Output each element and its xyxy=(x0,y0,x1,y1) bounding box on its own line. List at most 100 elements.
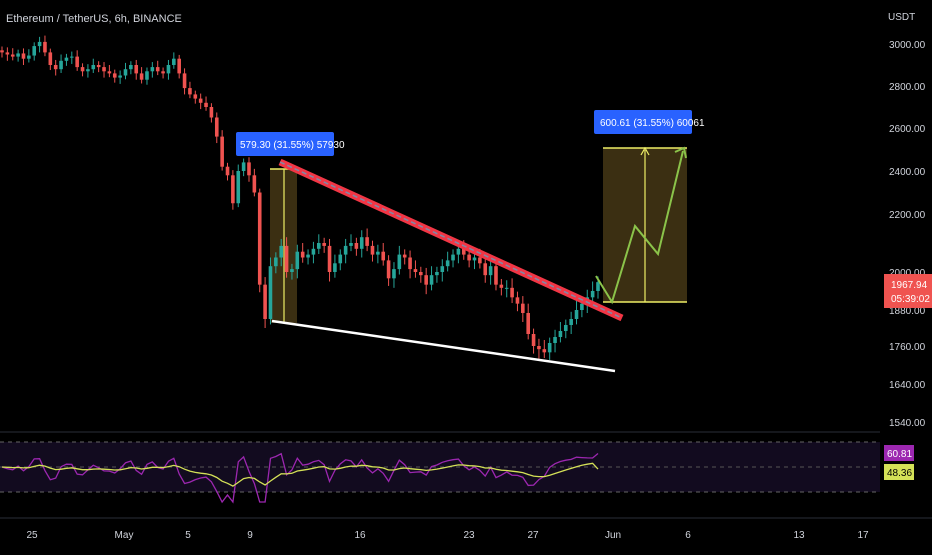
time-tick: 16 xyxy=(354,530,366,541)
candle-body xyxy=(80,67,85,72)
candle-body xyxy=(483,263,488,276)
candle-body xyxy=(96,65,101,68)
candle-body xyxy=(402,254,407,258)
support-trendline[interactable] xyxy=(271,319,616,373)
candle-body xyxy=(461,248,466,255)
candle-body xyxy=(166,65,171,74)
projection-arrowhead xyxy=(674,146,687,159)
candle-body xyxy=(435,272,439,276)
candle-body xyxy=(397,254,402,270)
candle-body xyxy=(86,69,90,72)
candle-body xyxy=(322,243,326,246)
candle-body xyxy=(558,331,563,337)
label-right: 600.61 (31.55%) 60061 xyxy=(600,118,705,129)
candle-body xyxy=(354,243,359,249)
candle-body xyxy=(129,65,133,70)
time-axis[interactable]: 25 May 5 9 16 23 27 Jun 6 13 17 xyxy=(26,530,869,541)
last-price-tag xyxy=(884,274,932,308)
candle-body xyxy=(0,50,4,53)
candle-body xyxy=(300,251,305,258)
candle-body xyxy=(220,136,224,167)
candle-body xyxy=(16,53,20,57)
candle-body xyxy=(526,313,530,334)
candle-body xyxy=(134,65,139,74)
candle-body xyxy=(274,257,278,267)
candle-body xyxy=(193,94,198,99)
candle-body xyxy=(553,337,557,343)
price-tick: 2200.00 xyxy=(889,210,926,221)
candle-body xyxy=(268,266,273,319)
candle-body xyxy=(37,41,42,47)
candle-body xyxy=(424,275,428,285)
candle-body xyxy=(295,251,300,270)
candle-body xyxy=(172,58,176,65)
candle-body xyxy=(542,349,547,353)
candle-body xyxy=(451,254,455,261)
candle-body xyxy=(263,284,267,319)
candle-body xyxy=(563,325,568,331)
candle-body xyxy=(290,269,294,272)
candle-body xyxy=(236,171,241,204)
candle-body xyxy=(504,287,509,289)
rsi-ma-line xyxy=(1,462,599,487)
candle-body xyxy=(107,71,112,74)
projection-path[interactable] xyxy=(595,150,684,305)
candle-body xyxy=(488,266,493,276)
label-left: 579.30 (31.55%) 57930 xyxy=(240,140,345,151)
price-axis[interactable]: 3000.00 2800.00 2600.00 2400.00 2200.00 2000.… xyxy=(889,40,926,429)
candle-body xyxy=(499,284,504,288)
candle-body xyxy=(257,192,262,285)
candles-layer xyxy=(0,35,600,360)
candle-body xyxy=(429,275,434,285)
candle-body xyxy=(21,53,26,59)
candle-body xyxy=(209,107,214,118)
candle-body xyxy=(413,269,418,272)
candle-body xyxy=(241,162,246,171)
candle-body xyxy=(467,254,471,261)
measure-box-right-arrowhead xyxy=(640,146,650,156)
candle-body xyxy=(177,58,181,74)
candle-body xyxy=(27,55,31,59)
price-tick: 1880.00 xyxy=(889,306,926,317)
candle-body xyxy=(102,67,106,72)
candle-body xyxy=(284,245,289,272)
label-right-bg xyxy=(594,110,692,134)
candle-body xyxy=(252,175,257,193)
candle-body xyxy=(112,73,117,78)
candle-body xyxy=(48,52,53,65)
candle-body xyxy=(306,254,310,258)
candle-body xyxy=(478,257,482,264)
time-tick: 17 xyxy=(857,530,869,541)
time-tick: Jun xyxy=(605,530,621,541)
candle-body xyxy=(327,245,332,272)
candle-body xyxy=(547,343,552,353)
candle-body xyxy=(381,251,386,261)
candle-body xyxy=(537,346,541,350)
candle-body xyxy=(338,254,343,264)
candle-body xyxy=(408,257,412,270)
candle-body xyxy=(590,291,595,298)
candle-body xyxy=(182,73,187,89)
price-tick: 1540.00 xyxy=(889,418,926,429)
candle-body xyxy=(596,282,600,291)
candle-body xyxy=(521,303,525,313)
candle-body xyxy=(188,88,192,95)
rsi-value: 60.81 xyxy=(887,449,912,460)
price-tick: 2800.00 xyxy=(889,82,926,93)
candle-body xyxy=(316,243,321,249)
candle-body xyxy=(279,245,284,258)
candle-body xyxy=(311,248,316,255)
price-tick: 1640.00 xyxy=(889,380,926,391)
candle-body xyxy=(456,248,461,255)
candle-body xyxy=(10,54,15,57)
candle-body xyxy=(386,260,391,279)
candle-body xyxy=(225,166,230,176)
chart-title: Ethereum / TetherUS, 6h, BINANCE xyxy=(6,13,182,25)
candle-body xyxy=(118,75,122,78)
candle-body xyxy=(392,269,396,279)
candle-body xyxy=(43,41,47,53)
candle-body xyxy=(70,56,74,58)
candle-body xyxy=(155,67,160,72)
